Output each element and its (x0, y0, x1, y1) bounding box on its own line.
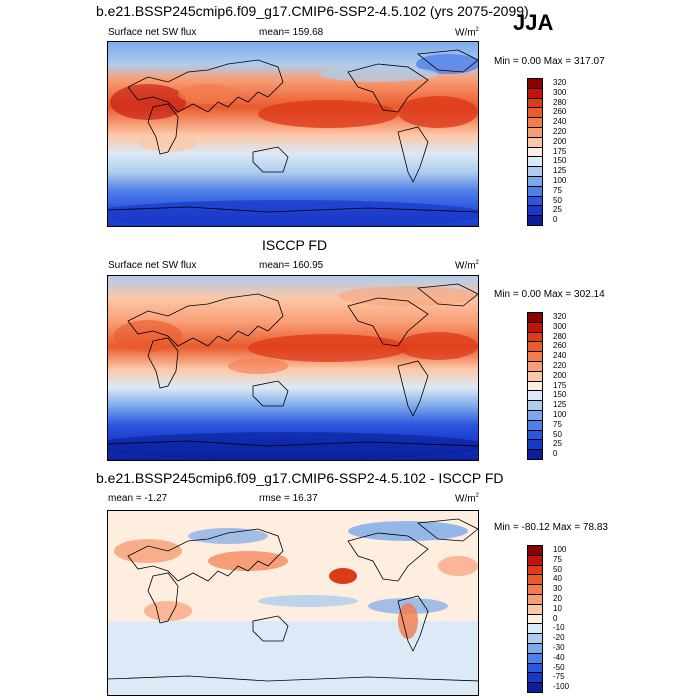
colorbar-label: -20 (553, 633, 565, 643)
colorbar-label: 220 (553, 127, 567, 136)
colorbar-label: 320 (553, 312, 567, 321)
colorbar-label: 25 (553, 205, 562, 215)
colorbar-label: 30 (553, 584, 562, 594)
colorbar-label: 100 (553, 545, 567, 554)
panel3-rmse: rmse = 16.37 (259, 493, 318, 504)
panel1-title: b.e21.BSSP245cmip6.f09_g17.CMIP6-SSP2-4.… (96, 3, 529, 19)
panel1-colorbar: 320 300 280 260 240 220 200 175 150 125 100 75 50 25 0 (527, 78, 587, 228)
colorbar-label: 50 (553, 429, 562, 439)
colorbar-label: 75 (553, 185, 562, 195)
colorbar-label: 280 (553, 97, 567, 107)
panel3-units: W/m2 (455, 493, 479, 505)
panel2-map (107, 275, 479, 461)
colorbar-label: 260 (553, 107, 567, 117)
colorbar-label: 100 (553, 410, 567, 419)
colorbar-label: 75 (553, 419, 562, 429)
colorbar-label: 175 (553, 146, 567, 156)
panel2-title: ISCCP FD (262, 237, 328, 253)
colorbar-label: -40 (553, 652, 565, 662)
colorbar-label: -30 (553, 643, 565, 652)
colorbar-label: 40 (553, 574, 562, 584)
colorbar-label: 100 (553, 176, 567, 185)
colorbar-label: 50 (553, 195, 562, 205)
colorbar-label: 240 (553, 351, 567, 361)
panel1-minmax: Min = 0.00 Max = 317.07 (494, 56, 605, 67)
panel2-minmax: Min = 0.00 Max = 302.14 (494, 289, 605, 300)
panel2-variable: Surface net SW flux (108, 260, 197, 271)
panel3-mean: mean = -1.27 (108, 493, 168, 504)
colorbar-label: 20 (553, 594, 562, 603)
colorbar-label: 320 (553, 78, 567, 87)
colorbar-label: -75 (553, 672, 565, 682)
colorbar-label: 0 (553, 215, 558, 225)
panel2-units: W/m2 (455, 260, 479, 272)
panel1-map (107, 41, 479, 227)
colorbar-label: 125 (553, 400, 567, 410)
colorbar-label: 175 (553, 380, 567, 390)
colorbar-label: 280 (553, 331, 567, 341)
panel2-mean: mean= 160.95 (259, 260, 324, 271)
panel3-minmax: Min = -80.12 Max = 78.83 (494, 522, 608, 533)
panel1-mean: mean= 159.68 (259, 27, 324, 38)
season-label: JJA (513, 10, 554, 35)
colorbar-label: 220 (553, 361, 567, 370)
panel1-variable: Surface net SW flux (108, 27, 197, 38)
colorbar-label: 300 (553, 321, 567, 331)
colorbar-swatch (527, 682, 543, 693)
colorbar-label: 125 (553, 166, 567, 176)
colorbar-label: 10 (553, 603, 562, 613)
colorbar-label: 150 (553, 390, 567, 400)
panel2-colorbar: 320 300 280 260 240 220 200 175 150 125 100 75 50 25 0 (527, 312, 587, 462)
colorbar-label: 75 (553, 554, 562, 564)
panel3-colorbar: 100 75 50 40 30 20 10 0 -10 -20 -30 -40 -50 -75 -100 (527, 545, 587, 695)
colorbar-label: 50 (553, 564, 562, 574)
colorbar-label: 300 (553, 87, 567, 97)
colorbar-label: 0 (553, 613, 558, 623)
colorbar-label: 200 (553, 370, 567, 380)
colorbar-label: 240 (553, 117, 567, 127)
colorbar-swatch (527, 449, 543, 460)
colorbar-label: 0 (553, 449, 558, 459)
colorbar-label: -100 (553, 682, 570, 692)
colorbar-label: -50 (553, 662, 565, 672)
colorbar-label: 25 (553, 439, 562, 449)
panel3-map (107, 510, 479, 696)
colorbar-label: -10 (553, 623, 565, 633)
colorbar-label: 260 (553, 341, 567, 351)
colorbar-label: 200 (553, 136, 567, 146)
panel3-title: b.e21.BSSP245cmip6.f09_g17.CMIP6-SSP2-4.… (96, 470, 504, 486)
colorbar-label: 150 (553, 156, 567, 166)
panel1-units: W/m2 (455, 27, 479, 39)
colorbar-swatch (527, 215, 543, 226)
